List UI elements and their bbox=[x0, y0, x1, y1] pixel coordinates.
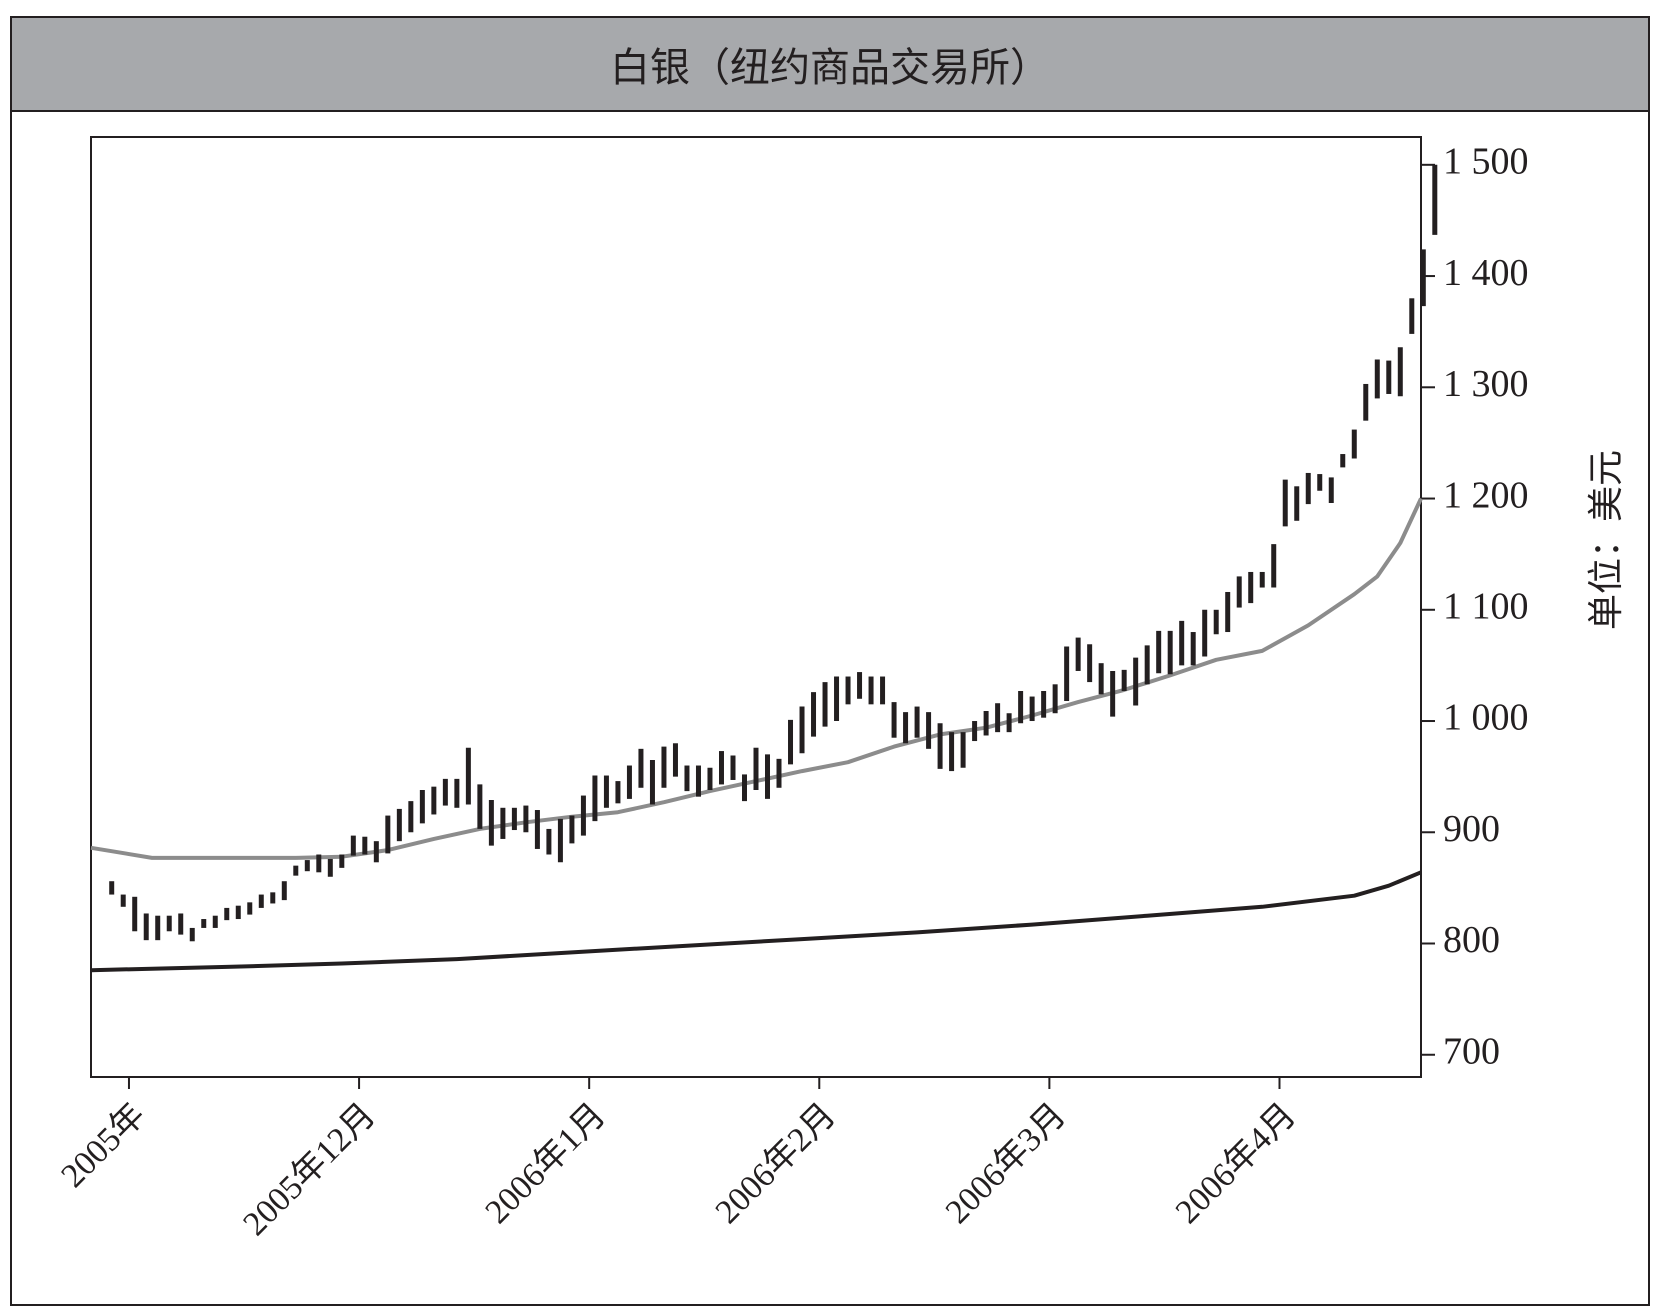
y-tick-label: 1 300 bbox=[1443, 363, 1529, 405]
y-tick-label: 1 500 bbox=[1443, 141, 1529, 183]
y-tick-label: 1 400 bbox=[1443, 252, 1529, 294]
title-bar: 白银（纽约商品交易所） bbox=[12, 18, 1648, 112]
x-tick-label: 2006年4月 bbox=[1168, 1096, 1303, 1231]
y-tick-label: 1 100 bbox=[1443, 585, 1529, 627]
x-tick-label: 2006年1月 bbox=[478, 1096, 613, 1231]
moving-average-lines bbox=[90, 497, 1423, 973]
moving-average-short-line bbox=[90, 497, 1423, 860]
y-axis: 700 800 900 1 000 1 100 1 200 1 300 1 400 1 500 bbox=[1421, 141, 1529, 1072]
y-tick-label: 1 000 bbox=[1443, 697, 1529, 739]
x-axis: 2005年 2005年12月 2006年1月 2006年2月 2006年3月 2006年4… bbox=[54, 1077, 1303, 1243]
chart-frame: 白银（纽约商品交易所） bbox=[10, 16, 1650, 1306]
moving-average-long-line bbox=[90, 870, 1422, 973]
y-tick-label: 800 bbox=[1443, 919, 1500, 961]
x-tick-label: 2006年3月 bbox=[938, 1096, 1073, 1231]
chart-title: 白银（纽约商品交易所） bbox=[610, 45, 1050, 91]
x-tick-label: 2005年 bbox=[54, 1096, 153, 1195]
y-tick-label: 1 200 bbox=[1443, 474, 1529, 516]
y-tick-label: 900 bbox=[1443, 808, 1500, 850]
y-tick-label: 700 bbox=[1443, 1030, 1500, 1072]
price-bars bbox=[109, 164, 1438, 942]
plot-area bbox=[90, 136, 1422, 1078]
y-axis-unit-label: 单位：美元 bbox=[1586, 450, 1627, 630]
x-tick-label: 2006年2月 bbox=[708, 1096, 843, 1231]
x-tick-label: 2005年12月 bbox=[236, 1096, 383, 1243]
